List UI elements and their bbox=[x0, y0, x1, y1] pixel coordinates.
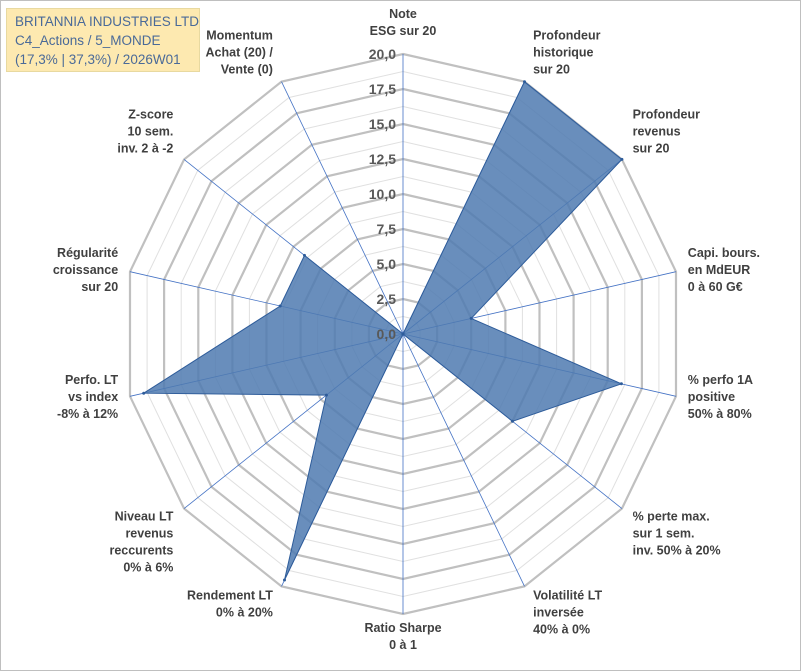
data-point bbox=[283, 578, 286, 582]
axis-label-line: Note bbox=[389, 7, 417, 21]
axis-label-line: 0 à 60 G€ bbox=[688, 280, 743, 294]
axis-label-line: sur 20 bbox=[633, 142, 670, 156]
tick-label: 12,5 bbox=[369, 151, 396, 167]
axis-label-line: revenus bbox=[125, 526, 173, 540]
axis-label-line: -8% à 12% bbox=[57, 407, 118, 421]
axis-label: Capi. bours. en MdEUR 0 à 60 G€ bbox=[688, 246, 760, 294]
axis-label: Note ESG sur 20 bbox=[370, 7, 437, 38]
tick-label: 2,5 bbox=[377, 291, 397, 307]
axis-label-line: Perfo. LT bbox=[65, 373, 119, 387]
data-point bbox=[278, 304, 282, 308]
axis-label-line: Profondeur bbox=[533, 28, 600, 42]
data-point bbox=[324, 393, 328, 397]
tick-label: 0,0 bbox=[377, 326, 397, 342]
axis-label-line: % perte max. bbox=[633, 509, 710, 523]
axis-label-line: Régularité bbox=[57, 246, 118, 260]
axis-label-line: reccurents bbox=[109, 543, 173, 557]
score-summary: (17,3% | 37,3%) / 2026W01 bbox=[15, 52, 181, 67]
axis-label-line: Capi. bours. bbox=[688, 246, 760, 260]
company-name: BRITANNIA INDUSTRIES LTD bbox=[15, 14, 200, 29]
axis-label-line: historique bbox=[533, 45, 593, 59]
axis-label-line: Rendement LT bbox=[187, 589, 273, 603]
axis-labels: Note ESG sur 20 Profondeur historique sur 20… bbox=[53, 7, 760, 652]
axis-label: Perfo. LT vs index -8% à 12% bbox=[57, 373, 119, 421]
data-series bbox=[142, 80, 624, 582]
data-point bbox=[303, 253, 306, 257]
axis-label-line: 0% à 6% bbox=[123, 560, 173, 574]
data-point bbox=[469, 316, 473, 320]
axis-label-line: croissance bbox=[53, 263, 118, 277]
axis-label-line: inversée bbox=[533, 606, 584, 620]
data-point bbox=[142, 391, 146, 395]
tick-label: 20,0 bbox=[369, 46, 396, 62]
axis-label-line: vs index bbox=[68, 390, 118, 404]
axis-label: Z-score 10 sem. inv. 2 à -2 bbox=[117, 108, 173, 156]
axis-label-line: Vente (0) bbox=[221, 62, 273, 76]
axis-label-line: inv. 50% à 20% bbox=[633, 543, 721, 557]
tick-label: 15,0 bbox=[369, 116, 396, 132]
tick-label: 17,5 bbox=[369, 81, 396, 97]
title-box: BRITANNIA INDUSTRIES LTD C4_Actions / 5_… bbox=[6, 8, 200, 72]
axis-label-line: Ratio Sharpe bbox=[364, 621, 441, 635]
axis-label-line: % perfo 1A bbox=[688, 373, 753, 387]
axis-label: Niveau LT revenus reccurents 0% à 6% bbox=[109, 509, 173, 574]
axis-label: Ratio Sharpe 0 à 1 bbox=[364, 621, 441, 652]
axis-label-line: revenus bbox=[633, 125, 681, 139]
data-point bbox=[620, 157, 624, 161]
axis-label-line: 10 sem. bbox=[128, 125, 174, 139]
axis-label-line: ESG sur 20 bbox=[370, 24, 437, 38]
axis-label: Momentum Achat (20) / Vente (0) bbox=[206, 28, 274, 76]
axis-label: Profondeur revenus sur 20 bbox=[633, 108, 700, 156]
radial-tick-labels: 0,0 2,5 5,0 7,5 10,0 12,5 15,0 17,5 20,0 bbox=[369, 46, 396, 342]
axis-label-line: Momentum bbox=[206, 28, 273, 42]
axis-label-line: 50% à 80% bbox=[688, 407, 752, 421]
tick-label: 5,0 bbox=[377, 256, 397, 272]
data-point bbox=[401, 332, 405, 336]
axis-label-line: Profondeur bbox=[633, 108, 700, 122]
data-point bbox=[619, 382, 623, 386]
axis-spoke bbox=[402, 333, 525, 587]
axis-label-line: 0% à 20% bbox=[216, 606, 273, 620]
axis-label: % perte max. sur 1 sem. inv. 50% à 20% bbox=[633, 509, 721, 557]
data-point bbox=[523, 80, 526, 84]
axis-label-line: positive bbox=[688, 390, 735, 404]
axis-label: Régularité croissance sur 20 bbox=[53, 246, 118, 294]
axis-label-line: Niveau LT bbox=[115, 509, 174, 523]
axis-spoke bbox=[281, 81, 404, 335]
axis-label: Rendement LT 0% à 20% bbox=[187, 589, 273, 620]
axis-label-line: Volatilité LT bbox=[533, 589, 602, 603]
axis-label-line: 0 à 1 bbox=[389, 638, 417, 652]
category-path: C4_Actions / 5_MONDE bbox=[15, 33, 161, 48]
axis-label-line: sur 1 sem. bbox=[633, 526, 695, 540]
axis-label-line: inv. 2 à -2 bbox=[117, 142, 173, 156]
axis-label-line: Achat (20) / bbox=[206, 45, 274, 59]
axis-label-line: 40% à 0% bbox=[533, 623, 590, 637]
data-point bbox=[511, 419, 514, 423]
tick-label: 10,0 bbox=[369, 186, 396, 202]
axis-label-line: Z-score bbox=[128, 108, 173, 122]
axis-label: Profondeur historique sur 20 bbox=[533, 28, 600, 76]
tick-label: 7,5 bbox=[377, 221, 397, 237]
axis-label: % perfo 1A positive 50% à 80% bbox=[688, 373, 753, 421]
axis-label-line: sur 20 bbox=[533, 62, 570, 76]
axis-label: Volatilité LT inversée 40% à 0% bbox=[533, 589, 602, 637]
axis-label-line: sur 20 bbox=[81, 280, 118, 294]
axis-label-line: en MdEUR bbox=[688, 263, 751, 277]
